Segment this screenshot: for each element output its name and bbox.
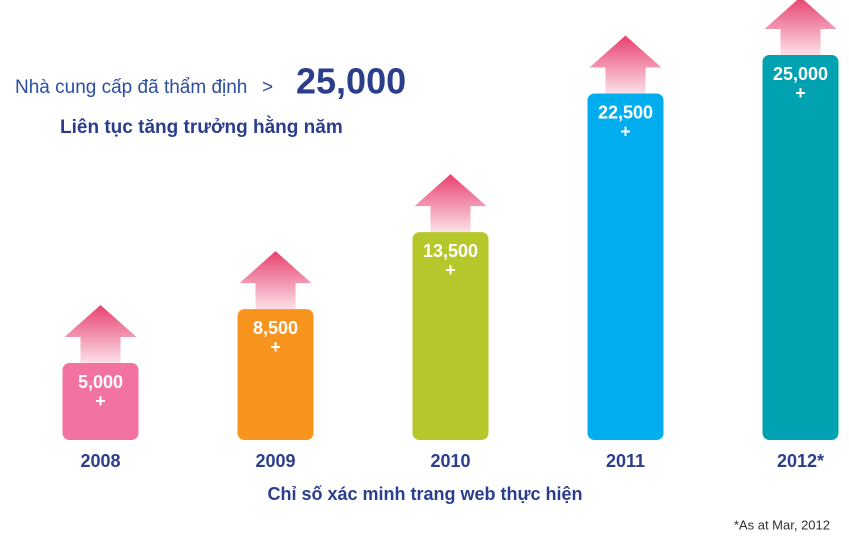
subtitle: Liên tục tăng trưởng hằng năm <box>60 116 343 138</box>
value-label: 25,000 <box>773 64 828 84</box>
value-suffix: + <box>445 260 456 280</box>
bar <box>412 232 489 440</box>
x-tick-label: 2008 <box>80 451 120 471</box>
value-suffix: + <box>270 337 281 357</box>
value-label: 22,500 <box>598 102 653 122</box>
value-suffix: + <box>620 121 631 141</box>
bar <box>587 93 664 440</box>
arrow <box>64 305 137 363</box>
x-tick-label: 2011 <box>606 451 645 471</box>
x-tick-label: 2010 <box>430 451 470 471</box>
value-label: 13,500 <box>423 241 478 261</box>
headline-value: 25,000 <box>296 61 406 102</box>
x-tick-label: 2009 <box>255 451 295 471</box>
value-suffix: + <box>95 391 106 411</box>
value-label: 5,000 <box>78 372 123 392</box>
value-suffix: + <box>795 83 806 103</box>
title-separator: > <box>262 77 273 98</box>
title: Nhà cung cấp đã thẩm định <box>15 77 247 98</box>
value-label: 8,500 <box>253 318 298 338</box>
bar <box>237 309 314 440</box>
arrow <box>764 0 837 55</box>
arrow <box>239 251 312 310</box>
x-tick-label: 2012* <box>777 451 824 471</box>
arrow <box>414 174 487 233</box>
x-axis-label: Chỉ số xác minh trang web thực hiện <box>267 484 582 504</box>
arrow <box>589 35 662 94</box>
bar <box>762 55 839 440</box>
note: *As at Mar, 2012 <box>734 517 830 532</box>
bar <box>62 363 139 440</box>
